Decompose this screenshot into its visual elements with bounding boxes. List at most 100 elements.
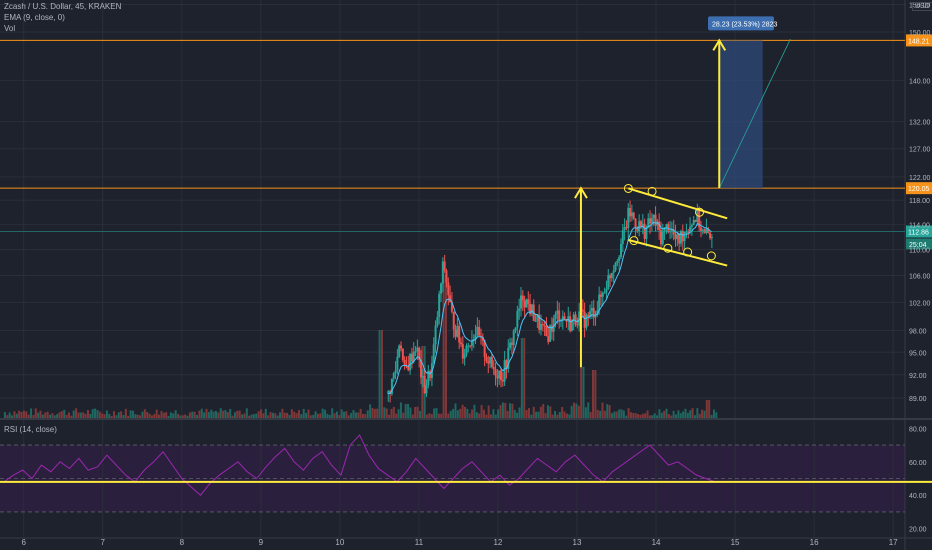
volume-bar xyxy=(338,415,341,418)
candle-body xyxy=(556,310,559,315)
volume-bar xyxy=(84,413,87,418)
volume-bar xyxy=(319,413,322,418)
volume-bar xyxy=(226,411,229,418)
time-tick-label: 17 xyxy=(889,538,898,547)
candle-body xyxy=(547,336,550,342)
price-tick-label: 140.00 xyxy=(909,78,931,85)
volume-bar xyxy=(354,412,357,418)
candle-body xyxy=(390,378,393,394)
volume-bar xyxy=(300,414,303,418)
volume-bar xyxy=(25,411,28,418)
candle-body xyxy=(634,218,637,228)
volume-bar xyxy=(390,408,393,418)
volume-bar xyxy=(295,413,298,418)
volume-bar xyxy=(539,406,542,418)
volume-bar xyxy=(513,409,516,418)
candle-body xyxy=(474,335,477,339)
volume-bar xyxy=(214,410,217,418)
channel-upper xyxy=(628,187,728,220)
volume-bar xyxy=(146,412,149,418)
volume-bar xyxy=(288,414,291,418)
volume-bar xyxy=(670,415,673,418)
volume-bar xyxy=(463,406,466,418)
candle-body xyxy=(392,373,395,379)
level-tag-resistance xyxy=(906,182,932,195)
volume-bar xyxy=(511,403,514,418)
volume-bar xyxy=(248,415,251,418)
volume-bar xyxy=(497,409,500,418)
volume-bar xyxy=(532,406,535,418)
volume-bar xyxy=(535,411,538,418)
rsi-tick-label: 80.00 xyxy=(909,426,927,433)
time-tick-label: 16 xyxy=(810,538,819,547)
candle-body xyxy=(492,367,495,370)
volume-bar xyxy=(414,406,417,418)
volume-bar xyxy=(131,410,134,418)
volume-bar xyxy=(516,412,519,418)
volume-bar xyxy=(340,409,343,418)
volume-bar xyxy=(82,412,85,418)
volume-bar xyxy=(447,413,450,418)
candle-body xyxy=(454,329,457,337)
volume-bar xyxy=(444,274,447,418)
volume-bar xyxy=(663,410,666,418)
candle-body xyxy=(654,214,657,226)
candle-body xyxy=(623,227,626,231)
volume-bar xyxy=(328,414,331,418)
ema-line xyxy=(388,221,713,395)
volume-bar xyxy=(179,415,182,418)
volume-bar xyxy=(72,410,75,418)
candle-body xyxy=(476,326,479,336)
volume-bar xyxy=(122,414,125,418)
candle-body xyxy=(501,379,504,382)
volume-bar xyxy=(321,408,324,418)
volume-bar xyxy=(568,414,571,418)
candle-body xyxy=(470,340,473,347)
volume-bar xyxy=(8,412,11,418)
volume-bar xyxy=(556,414,559,418)
time-tick-label: 11 xyxy=(415,538,424,547)
volume-bar xyxy=(27,414,30,418)
countdown-label: 25:04 xyxy=(909,242,927,249)
candle-body xyxy=(456,325,459,337)
volume-bar xyxy=(75,408,78,418)
volume-bar xyxy=(618,409,621,418)
volume-bar xyxy=(442,274,445,418)
candle-body xyxy=(659,230,662,245)
price-tick-label: 89.00 xyxy=(909,396,927,403)
volume-bar xyxy=(674,414,677,418)
candle-body xyxy=(514,327,517,331)
candle-body xyxy=(541,324,544,326)
volume-bar xyxy=(629,412,632,418)
candle-body xyxy=(690,225,693,227)
candle-body xyxy=(536,314,539,321)
volume-bar xyxy=(129,410,132,418)
candle-body xyxy=(650,218,653,224)
candle-body xyxy=(527,299,530,304)
candle-body xyxy=(481,336,484,341)
candle-body xyxy=(685,231,688,233)
price-tick-label: 156.00 xyxy=(909,2,931,9)
volume-bar xyxy=(385,408,388,418)
candles xyxy=(387,200,713,403)
candle-body xyxy=(469,345,472,347)
volume-bar xyxy=(309,415,312,418)
currency-label[interactable]: USD xyxy=(912,2,932,11)
candle-body xyxy=(472,338,475,341)
candle-body xyxy=(465,345,468,355)
volume-bar xyxy=(58,412,61,418)
volume-bar xyxy=(376,408,379,418)
volume-bar xyxy=(79,412,82,418)
volume-bar xyxy=(193,411,196,418)
candle-body xyxy=(674,234,677,240)
volume-bar xyxy=(715,412,718,418)
volume-bar xyxy=(632,412,635,418)
level-label-target: 148.21 xyxy=(908,38,930,45)
volume-bar xyxy=(60,411,63,418)
volume-bar xyxy=(639,414,642,418)
volume-bar xyxy=(34,408,37,418)
candle-body xyxy=(581,309,584,312)
candle-body xyxy=(599,294,602,297)
volume-bar xyxy=(672,410,675,418)
